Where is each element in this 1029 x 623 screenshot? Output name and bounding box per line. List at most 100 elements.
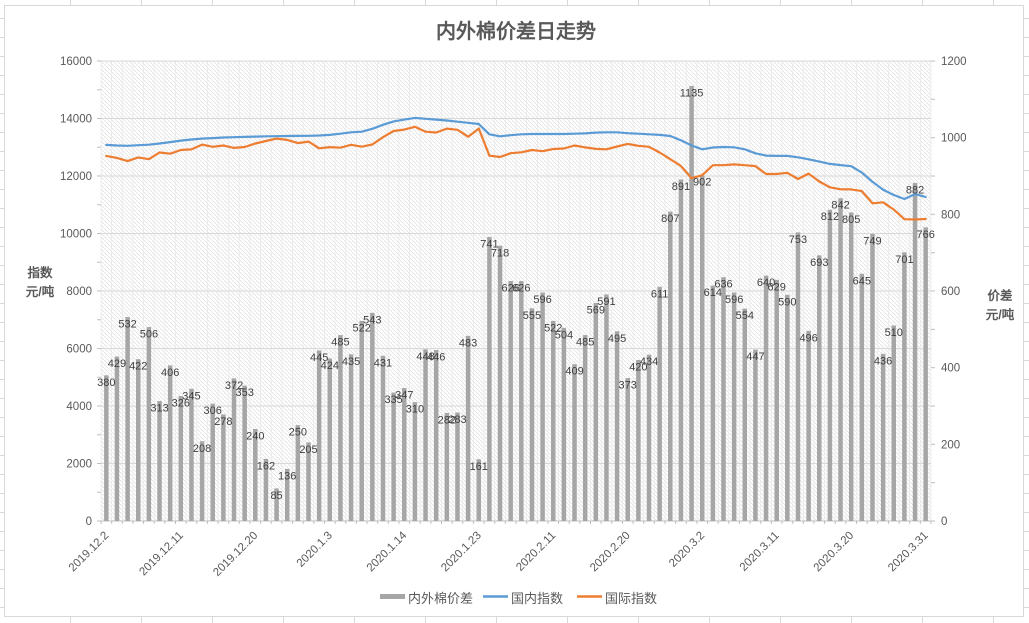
- bar[interactable]: [742, 308, 748, 521]
- bar[interactable]: [593, 302, 599, 521]
- price-gap-bar-series[interactable]: [104, 85, 928, 522]
- bar[interactable]: [167, 365, 173, 521]
- bar[interactable]: [497, 245, 503, 521]
- bar[interactable]: [795, 232, 801, 521]
- bar[interactable]: [774, 279, 779, 521]
- bar[interactable]: [327, 358, 333, 521]
- bar[interactable]: [625, 378, 630, 521]
- bar[interactable]: [242, 385, 247, 521]
- bar[interactable]: [699, 175, 705, 521]
- bar[interactable]: [433, 350, 439, 521]
- bar[interactable]: [338, 335, 343, 521]
- bar[interactable]: [402, 387, 407, 521]
- bar[interactable]: [859, 273, 865, 521]
- domestic-index-line[interactable]: [105, 116, 927, 201]
- bar[interactable]: [135, 359, 141, 521]
- bar[interactable]: [359, 320, 364, 521]
- bar[interactable]: [785, 294, 790, 521]
- bar[interactable]: [199, 441, 205, 521]
- bar[interactable]: [753, 349, 758, 521]
- legend-label-domestic-index: 国内指数: [511, 591, 563, 606]
- bar[interactable]: [848, 212, 854, 521]
- bar[interactable]: [295, 425, 301, 521]
- bar[interactable]: [253, 429, 258, 521]
- bar[interactable]: [476, 459, 482, 521]
- index-line-series[interactable]: [105, 116, 927, 221]
- bar[interactable]: [689, 85, 694, 522]
- right-axis-title: 价差 元/吨: [986, 288, 1015, 322]
- bar[interactable]: [284, 468, 290, 521]
- legend-item-domestic-index[interactable]: 国内指数: [483, 591, 563, 606]
- international-index-line[interactable]: [105, 125, 927, 221]
- left-axis-tick-label: 4000: [66, 401, 92, 413]
- bar[interactable]: [582, 335, 588, 521]
- bar[interactable]: [710, 285, 716, 521]
- bar[interactable]: [614, 331, 620, 521]
- bar[interactable]: [721, 277, 726, 521]
- bar[interactable]: [731, 292, 737, 521]
- bar[interactable]: [508, 281, 513, 521]
- bar[interactable]: [529, 308, 535, 521]
- bar[interactable]: [263, 458, 269, 521]
- bar[interactable]: [444, 412, 450, 521]
- bar[interactable]: [487, 236, 492, 521]
- bar[interactable]: [668, 211, 673, 521]
- bar[interactable]: [838, 198, 843, 521]
- bar[interactable]: [636, 360, 641, 521]
- bar[interactable]: [221, 414, 226, 521]
- legend-item-price-gap[interactable]: 内外棉价差: [380, 591, 473, 606]
- bar[interactable]: [646, 354, 652, 521]
- bar[interactable]: [604, 294, 609, 521]
- bar[interactable]: [763, 275, 769, 521]
- bar[interactable]: [210, 403, 215, 521]
- bar-value-label: 424: [321, 360, 339, 372]
- bar[interactable]: [519, 281, 524, 521]
- bar[interactable]: [561, 327, 567, 521]
- bar[interactable]: [817, 255, 822, 521]
- bar-value-label: 504: [555, 329, 573, 341]
- bar[interactable]: [146, 327, 152, 521]
- bar[interactable]: [880, 353, 886, 521]
- bar-value-label: 805: [842, 214, 860, 226]
- bar-value-label: 611: [651, 288, 669, 300]
- bar[interactable]: [412, 402, 418, 521]
- bar[interactable]: [423, 349, 428, 521]
- bar[interactable]: [231, 378, 237, 521]
- bar[interactable]: [891, 325, 897, 522]
- bar[interactable]: [902, 252, 907, 522]
- bar[interactable]: [380, 355, 386, 521]
- bar[interactable]: [540, 292, 545, 521]
- bar[interactable]: [114, 356, 120, 521]
- bar[interactable]: [348, 354, 354, 521]
- bar[interactable]: [125, 317, 130, 521]
- legend-item-international-index[interactable]: 国际指数: [577, 591, 657, 606]
- right-axis-title-line2: 元/吨: [986, 307, 1015, 322]
- bar[interactable]: [316, 350, 322, 521]
- bar[interactable]: [550, 320, 556, 521]
- bar[interactable]: [827, 209, 833, 521]
- bar[interactable]: [455, 412, 460, 521]
- bar[interactable]: [306, 442, 311, 521]
- bar[interactable]: [274, 488, 279, 521]
- bar[interactable]: [572, 364, 577, 521]
- bar[interactable]: [657, 286, 662, 521]
- bar[interactable]: [104, 375, 109, 521]
- bar[interactable]: [870, 233, 875, 521]
- bar[interactable]: [370, 312, 375, 521]
- bar[interactable]: [157, 401, 162, 521]
- bar[interactable]: [912, 182, 918, 521]
- bar[interactable]: [806, 330, 811, 521]
- bar[interactable]: [678, 179, 684, 521]
- chart-title[interactable]: 内外棉价差日走势: [436, 19, 596, 43]
- bar-value-label: 496: [799, 332, 817, 344]
- bar-value-label: 532: [118, 319, 136, 331]
- bar[interactable]: [189, 388, 194, 521]
- bar-value-label: 636: [714, 279, 732, 291]
- bar[interactable]: [178, 396, 184, 521]
- bar-value-label: 693: [810, 257, 828, 269]
- bar[interactable]: [465, 335, 471, 521]
- bar-value-label: 522: [353, 322, 371, 334]
- bar[interactable]: [923, 227, 928, 521]
- bar[interactable]: [391, 392, 396, 521]
